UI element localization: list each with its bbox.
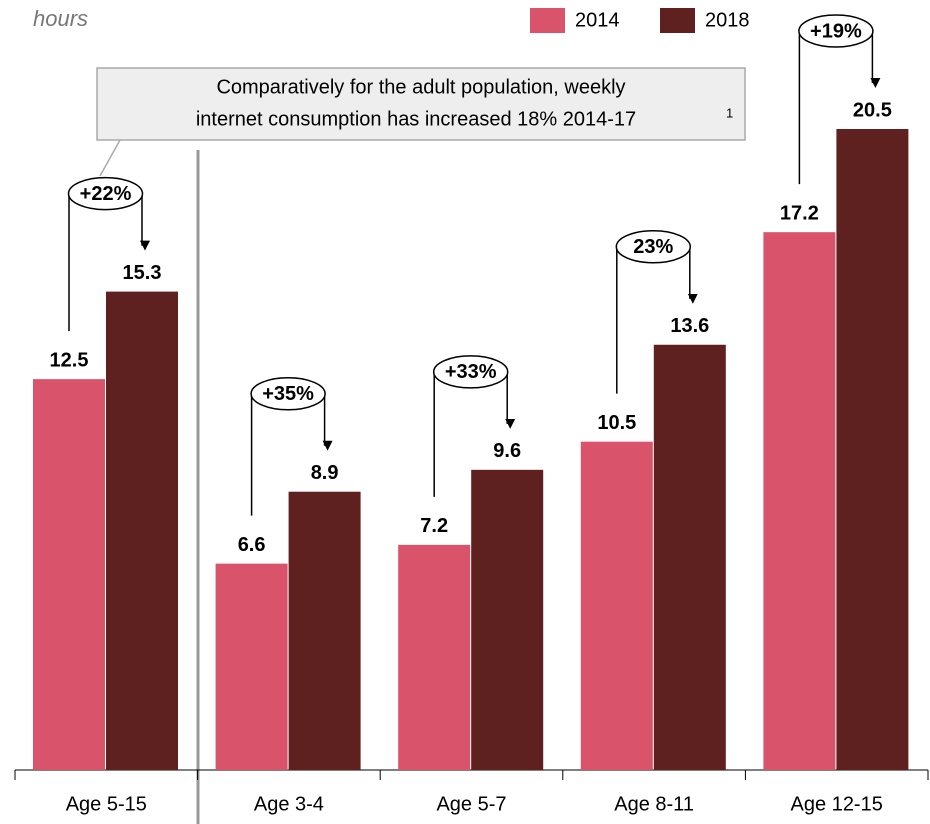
value-label: 12.5 [50, 349, 89, 371]
bar [398, 544, 471, 770]
growth-label: +35% [262, 383, 314, 405]
callout-footnote: 1 [726, 105, 733, 120]
growth-oval [615, 230, 692, 264]
growth-connector [798, 31, 872, 185]
callout-leader [99, 139, 121, 177]
bar [106, 291, 178, 770]
value-label: 17.2 [780, 202, 819, 224]
legend-swatch [530, 8, 565, 33]
legend-swatch [660, 8, 695, 33]
callout-line: internet consumption has increased 18% 2… [196, 108, 636, 130]
callout-box [96, 67, 746, 141]
growth-oval [432, 355, 509, 389]
bar [653, 344, 726, 770]
bar [580, 441, 653, 770]
bar [836, 129, 909, 770]
bar [33, 379, 105, 770]
legend-label: 2014 [575, 9, 620, 31]
value-label: 8.9 [311, 462, 339, 484]
growth-label: 23% [633, 236, 673, 258]
callout-line: Comparatively for the adult population, … [216, 76, 625, 98]
bar [288, 491, 361, 770]
growth-connector [250, 393, 325, 516]
bar [763, 232, 836, 770]
value-label: 13.6 [670, 315, 709, 337]
growth-connector [433, 371, 507, 497]
x-tick-label: Age 3-4 [254, 793, 324, 815]
value-label: 7.2 [420, 515, 448, 537]
bar [471, 469, 544, 770]
x-tick-label: Age 8-11 [614, 793, 694, 815]
bar [215, 563, 288, 770]
growth-label: +22% [80, 183, 132, 205]
value-label: 6.6 [238, 534, 266, 556]
growth-label: +19% [810, 20, 862, 42]
x-tick-label: Age 5-7 [436, 793, 506, 815]
growth-oval [798, 14, 874, 48]
value-label: 10.5 [597, 412, 636, 434]
growth-connector [616, 246, 690, 394]
growth-label: +33% [445, 361, 497, 383]
x-tick-label: Age 5-15 [66, 793, 147, 815]
subtitle: hours [33, 6, 88, 31]
growth-oval [250, 376, 326, 411]
value-label: 20.5 [853, 99, 892, 121]
value-label: 15.3 [123, 262, 162, 284]
growth-oval [67, 176, 144, 211]
legend-label: 2018 [705, 9, 750, 31]
growth-connector [68, 193, 142, 332]
value-label: 9.6 [493, 440, 521, 462]
x-tick-label: Age 12-15 [791, 793, 883, 815]
